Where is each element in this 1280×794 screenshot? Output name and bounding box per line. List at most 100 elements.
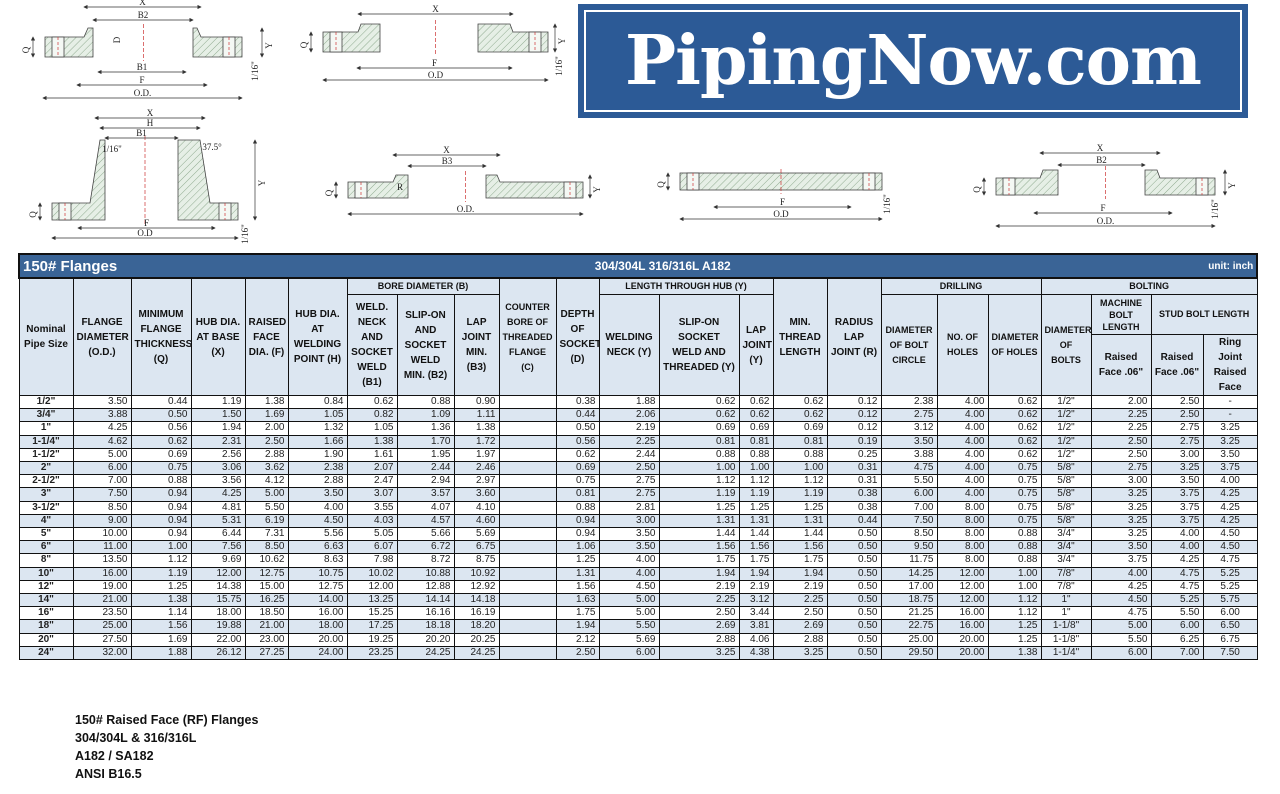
table-cell: 15.00	[244, 579, 289, 595]
table-cell: 4.00	[936, 461, 989, 476]
table-cell: 0.69	[738, 421, 774, 436]
table-cell: 0.94	[130, 513, 192, 529]
table-cell: 0.50	[826, 593, 882, 608]
table-cell: 5/8"	[1040, 461, 1092, 476]
table-cell: 3.57	[396, 487, 455, 502]
table-cell: 0.88	[738, 447, 774, 463]
diagram-label: Y	[257, 179, 267, 186]
footer-line: 150# Raised Face (RF) Flanges	[75, 713, 259, 727]
table-cell: 1.94	[738, 566, 774, 581]
table-cell: 3.55	[346, 500, 398, 515]
table-cell: 21.00	[72, 593, 132, 608]
table-cell: 0.69	[658, 421, 740, 436]
table-cell: 1.44	[772, 527, 828, 542]
table-cell: 12.00	[936, 579, 989, 595]
table-cell: 18.00	[287, 619, 348, 634]
table-cell: 18.50	[244, 606, 289, 621]
table-cell	[498, 447, 557, 463]
table-cell: 1.31	[658, 513, 740, 529]
table-cell: 3.50	[72, 394, 132, 410]
table-cell	[498, 408, 557, 423]
table-cell: 5.25	[1150, 593, 1204, 608]
table-cell: 1.05	[346, 421, 398, 436]
table-cell: 21.00	[244, 619, 289, 634]
table-cell: 4.25	[1202, 487, 1258, 502]
table-cell	[498, 645, 557, 661]
table-row: 6" 11.00 1.00 7.56 8.50 6.63 6.07 6.72 6.75 1.06 3…	[18, 540, 1258, 555]
table-cell: 8.00	[936, 540, 989, 555]
cell-nps: 1-1/4"	[18, 434, 74, 449]
table-cell: 3.25	[658, 645, 740, 661]
table-cell: 4.10	[453, 500, 500, 515]
diagram-label: O.D.	[134, 88, 152, 98]
table-cell: 8.50	[72, 500, 132, 515]
table-cell: 3.00	[1150, 447, 1204, 463]
table-cell: 17.25	[346, 619, 398, 634]
table-cell: 13.25	[346, 593, 398, 608]
table-cell: 3.25	[1090, 527, 1152, 542]
flange-dimensions-table: 150# Flanges 304/304L 316/316L A182 unit…	[17, 253, 1259, 661]
cell-nps: 2"	[18, 461, 74, 476]
header-length: LENGTH THROUGH HUB (Y)	[598, 277, 774, 295]
table-cell: 1.38	[130, 593, 192, 608]
table-cell: 0.75	[987, 513, 1042, 529]
table-cell: 12.92	[453, 579, 500, 595]
diagram-label: B2	[1096, 155, 1107, 165]
table-cell: 5.69	[453, 527, 500, 542]
table-cell: 2.25	[1090, 421, 1152, 436]
table-cell: 3.06	[190, 461, 246, 476]
table-row: 14" 21.00 1.38 15.75 16.25 14.00 13.25 14.14 14.…	[18, 593, 1258, 608]
table-cell: 10.02	[346, 566, 398, 581]
table-cell: 23.00	[244, 632, 289, 647]
table-cell: 7.50	[72, 487, 132, 502]
table-cell: 2.75	[1150, 434, 1204, 449]
table-cell: 6.00	[598, 645, 660, 661]
table-cell: 20.25	[453, 632, 500, 647]
table-cell: 4.50	[1202, 540, 1258, 555]
table-cell: 0.56	[130, 421, 192, 436]
table-cell: 14.14	[396, 593, 455, 608]
table-cell	[498, 421, 557, 436]
table-cell: 20.00	[936, 632, 989, 647]
table-cell: 6.00	[880, 487, 938, 502]
table-cell: 13.50	[72, 553, 132, 568]
table-row: 5" 10.00 0.94 6.44 7.31 5.56 5.05 5.66 5.69 0.94 3…	[18, 527, 1258, 542]
table-cell: 1.14	[130, 606, 192, 621]
table-cell: 1.75	[658, 553, 740, 568]
table-cell: 2.50	[1150, 394, 1204, 410]
header-c: COUNTER BORE OF THREADED FLANGE (C)	[498, 277, 557, 396]
table-cell: 1"	[1040, 593, 1092, 608]
table-cell: 1.36	[396, 421, 455, 436]
diagram-label: Y	[264, 42, 274, 49]
table-cell: 0.50	[826, 540, 882, 555]
table-cell: 24.25	[396, 645, 455, 661]
table-row: 3-1/2" 8.50 0.94 4.81 5.50 4.00 3.55 4.07 4.10 0.…	[18, 500, 1258, 515]
table-cell: 3.50	[1090, 540, 1152, 555]
table-cell: 3.56	[190, 474, 246, 489]
table-cell: 1.31	[738, 513, 774, 529]
cell-nps: 6"	[18, 540, 74, 555]
diagram-label: H	[147, 118, 154, 128]
table-cell: 4.75	[1150, 579, 1204, 595]
materials-label: 304/304L 316/316L A182	[594, 259, 731, 273]
table-cell: 4.00	[936, 487, 989, 502]
table-cell: 0.62	[987, 394, 1042, 410]
diagram-label: R	[397, 182, 403, 192]
table-cell: 1.94	[190, 421, 246, 436]
table-cell: -	[1202, 394, 1258, 410]
cell-nps: 5"	[18, 527, 74, 542]
table-cell: 1.56	[555, 579, 600, 595]
table-cell: 0.75	[987, 487, 1042, 502]
table-cell: 0.12	[826, 394, 882, 410]
table-cell: 2.19	[738, 579, 774, 595]
table-cell: 5.50	[244, 500, 289, 515]
header-hole-dia: DIAMETER OF HOLES	[987, 294, 1042, 396]
diagram-label: Q	[21, 46, 31, 53]
table-cell: 4.75	[1202, 553, 1258, 568]
table-cell: 32.00	[72, 645, 132, 661]
pipingnow-logo: PipingNow.com	[578, 4, 1248, 118]
table-cell: 0.62	[738, 408, 774, 423]
header-bolt-dia: DIAMETER OF BOLTS	[1040, 294, 1092, 396]
table-cell: 1.72	[453, 434, 500, 449]
footer-line: 304/304L & 316/316L	[75, 731, 197, 745]
